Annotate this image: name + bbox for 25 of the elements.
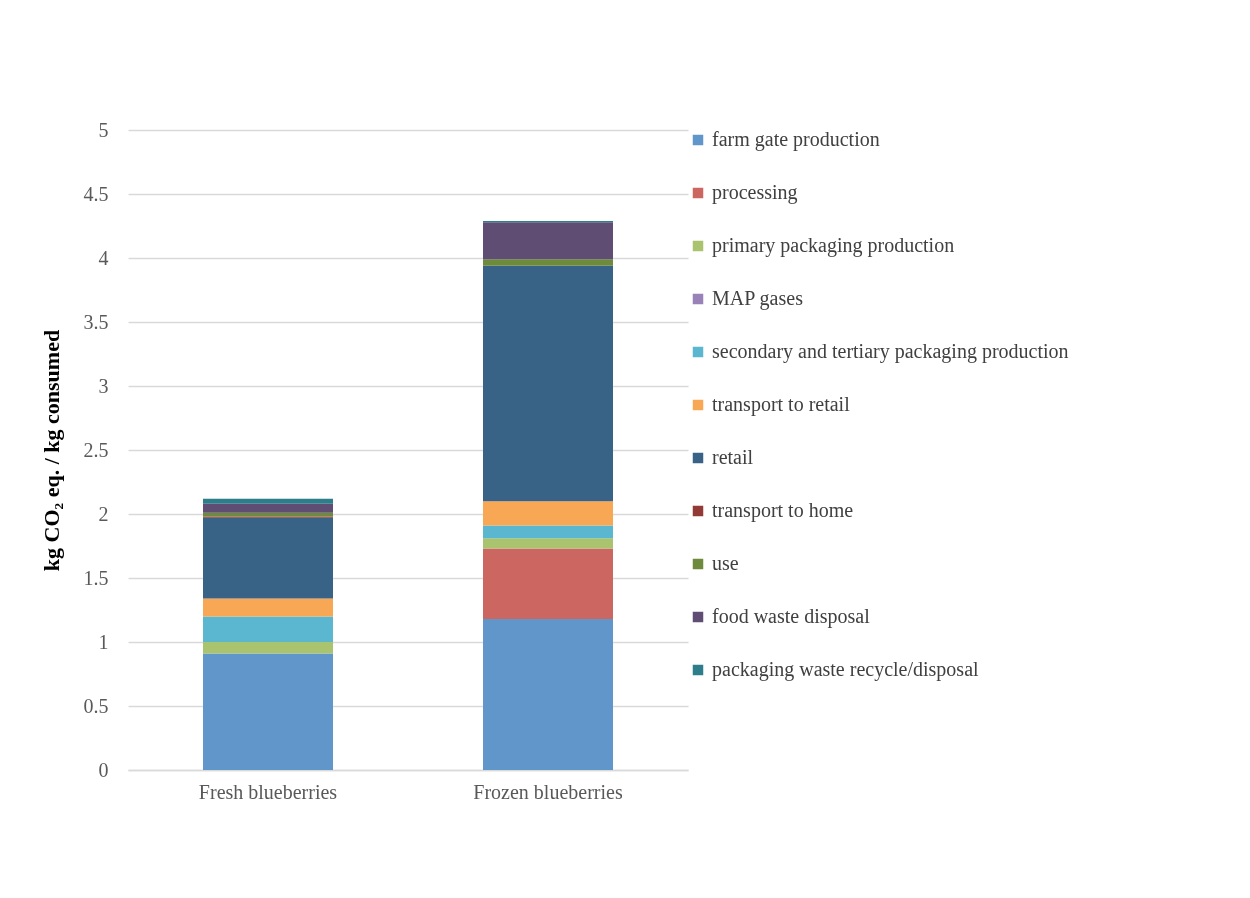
- y-tick-label: 3: [98, 374, 109, 397]
- y-axis-title: kg CO₂ eq. / kg consumed: [38, 329, 64, 572]
- legend-label: retail: [712, 446, 754, 468]
- legend-label: food waste disposal: [712, 605, 871, 628]
- legend-label: transport to home: [712, 499, 854, 522]
- legend-label: packaging waste recycle/disposal: [712, 658, 980, 681]
- y-tick-label: 2: [98, 502, 109, 525]
- legend-label: MAP gases: [712, 287, 804, 310]
- y-tick-label: 0: [98, 758, 109, 781]
- y-tick-label: 0.5: [83, 694, 109, 717]
- y-tick-label: 1: [98, 630, 109, 653]
- legend-label: use: [712, 552, 739, 574]
- y-tick-label: 4: [98, 246, 109, 269]
- legend-label: primary packaging production: [712, 234, 955, 257]
- y-tick-label: 5: [98, 118, 109, 141]
- x-tick-label: Fresh blueberries: [198, 780, 338, 803]
- legend-label: farm gate production: [712, 128, 880, 151]
- y-tick-label: 3.5: [83, 310, 109, 333]
- legend-label: transport to retail: [712, 393, 851, 416]
- x-tick-label: Frozen blueberries: [473, 780, 623, 803]
- y-tick-label: 4.5: [83, 182, 109, 205]
- y-tick-label: 2.5: [83, 438, 109, 461]
- legend-label: secondary and tertiary packaging production: [712, 340, 1069, 363]
- y-tick-label: 1.5: [83, 566, 109, 589]
- legend-label: processing: [712, 181, 798, 204]
